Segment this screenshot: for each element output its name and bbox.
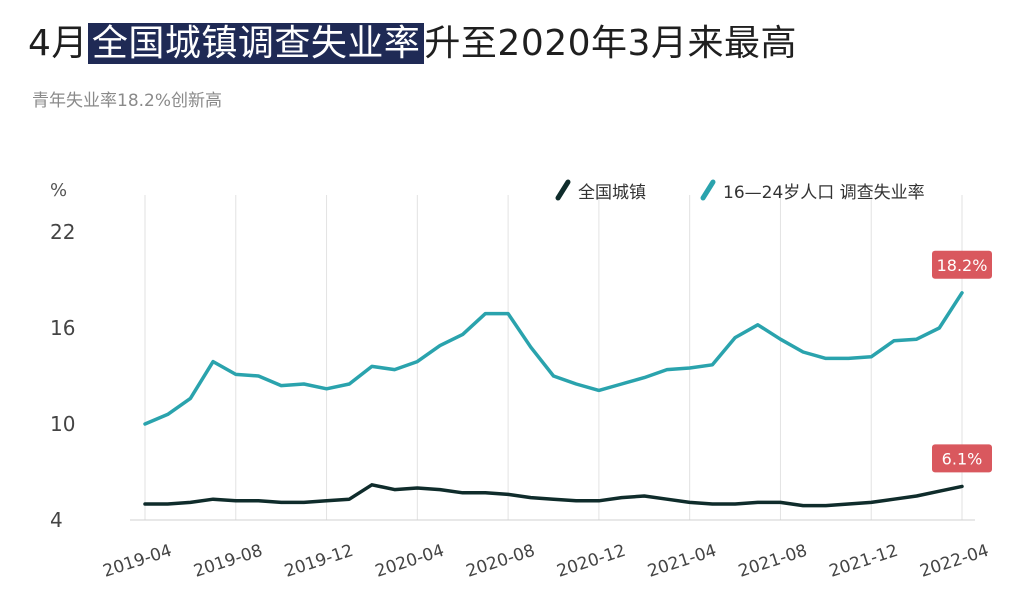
x-tick-label: 2020-04 <box>373 541 447 582</box>
title-suffix: 升至2020年3月来最高 <box>424 23 797 64</box>
legend-label: 全国城镇 <box>578 183 646 203</box>
y-tick-label: 16 <box>50 316 75 340</box>
title-highlight: 全国城镇调查失业率 <box>87 23 425 64</box>
x-tick-label: 2020-12 <box>554 541 628 582</box>
x-tick-label: 2019-04 <box>101 541 175 582</box>
data-label-bg <box>932 250 992 279</box>
x-tick-label: 2021-12 <box>827 541 901 582</box>
y-tick-label: 22 <box>50 220 75 244</box>
series-line-youth <box>143 291 964 426</box>
data-label: 6.1% <box>942 449 983 468</box>
x-tick-label: 2020-08 <box>464 541 538 582</box>
x-tick-label: 2019-12 <box>282 541 356 582</box>
x-tick-label: 2021-08 <box>736 541 810 582</box>
data-label: 18.2% <box>937 256 988 275</box>
title-prefix: 4月 <box>28 23 88 64</box>
x-tick-label: 2022-04 <box>918 541 992 582</box>
x-tick-label: 2021-04 <box>645 541 719 582</box>
y-tick-label: 10 <box>50 412 75 436</box>
legend-marker <box>700 179 716 201</box>
legend-label: 16—24岁人口 调查失业率 <box>723 183 925 203</box>
y-tick-label: 4 <box>50 508 63 532</box>
series-line-national <box>143 483 964 508</box>
chart-subtitle: 青年失业率18.2%创新高 <box>32 91 223 111</box>
y-unit-label: % <box>50 180 67 201</box>
chart-title: 4月 全国城镇调查失业率 升至2020年3月来最高 <box>28 14 797 66</box>
legend-marker <box>555 179 571 201</box>
x-tick-label: 2019-08 <box>191 541 265 582</box>
data-label-bg <box>932 444 992 473</box>
